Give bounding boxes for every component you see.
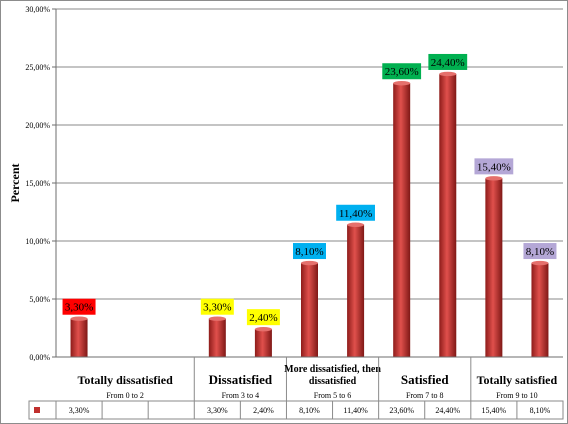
data-label: 2,40% [249,312,277,324]
data-label-box [474,158,514,175]
bar-cap [208,316,226,321]
table-cell: 11,40% [343,406,368,415]
group-label: Dissatisfied [209,372,273,387]
axis-layer: 0,00% 5,00% 10,00% 15,00% 20,00% 25,00% 30,00%… [8,5,563,401]
group-label: dissatisfied [309,376,357,387]
y-tick-label: 0,00% [29,353,50,362]
y-tick-label: 15,00% [25,179,50,188]
bar [347,224,365,357]
data-label: 11,40% [339,208,373,220]
data-label: 8,10% [295,246,323,258]
bar [393,83,411,358]
data-label-box [246,309,280,326]
data-label: 24,40% [431,57,465,69]
bar [254,329,272,357]
table-cell: 23,60% [389,406,414,415]
labels-layer: 3,30% 3,30% 2,40% 8,10% 11,40% 23,60% 24,40% 15… [62,53,557,326]
data-label: 3,30% [65,302,93,314]
bar-cap [531,260,549,266]
y-axis-title: Percent [8,163,22,202]
group-label: Satisfied [401,372,449,387]
group-label: Totally satisfied [477,373,558,387]
group-sublabel: From 3 to 4 [222,391,260,400]
bar-cap [347,222,365,227]
y-tick-label: 25,00% [25,63,50,72]
legend-key [34,407,40,413]
y-tick-label: 30,00% [25,5,50,14]
bar-cap [393,81,411,86]
bar-cap [70,316,88,321]
bar [70,318,88,357]
table-cell: 2,40% [253,406,274,415]
group-label: Totally dissatisfied [78,373,174,387]
table-cell: 8,10% [299,406,320,415]
bar-cap [301,260,318,266]
data-label-box [428,53,468,70]
table-cell: 24,40% [435,406,460,415]
data-label: 3,30% [203,302,231,314]
bar [485,178,503,357]
y-tick-label: 20,00% [25,121,50,130]
grid-layer [56,8,563,358]
data-label-box [523,243,557,260]
group-sublabel: From 9 to 10 [496,391,538,400]
data-label: 23,60% [385,66,419,78]
group-sublabel: From 5 to 6 [314,391,352,400]
group-sublabel: From 7 to 8 [406,391,444,400]
data-label-box [62,298,96,315]
y-tick-label: 10,00% [25,237,50,246]
data-label-box [336,204,375,221]
bar-cap [439,71,457,77]
data-label-box [200,298,234,315]
bar [301,263,318,357]
bar [439,73,457,358]
bar-cap [485,176,503,181]
table-cell: 8,10% [530,406,551,415]
bars-layer [70,71,549,358]
table-cell: 3,30% [207,406,228,415]
data-label-box [382,63,422,80]
data-label: 15,40% [477,161,511,173]
bar-cap [254,326,272,332]
group-label: More dissatisfied, then [284,364,381,375]
data-table: 3,30% 3,30% 2,40% 8,10% 11,40% 23,60% 24,40% 15… [28,400,564,420]
bar [531,263,549,357]
data-label: 8,10% [526,246,554,258]
group-sublabel: From 0 to 2 [106,391,144,400]
data-label-box [293,243,326,260]
y-tick-label: 5,00% [29,295,50,304]
table-cell: 15,40% [482,406,507,415]
table-cell: 3,30% [69,406,90,415]
bar [208,318,226,357]
